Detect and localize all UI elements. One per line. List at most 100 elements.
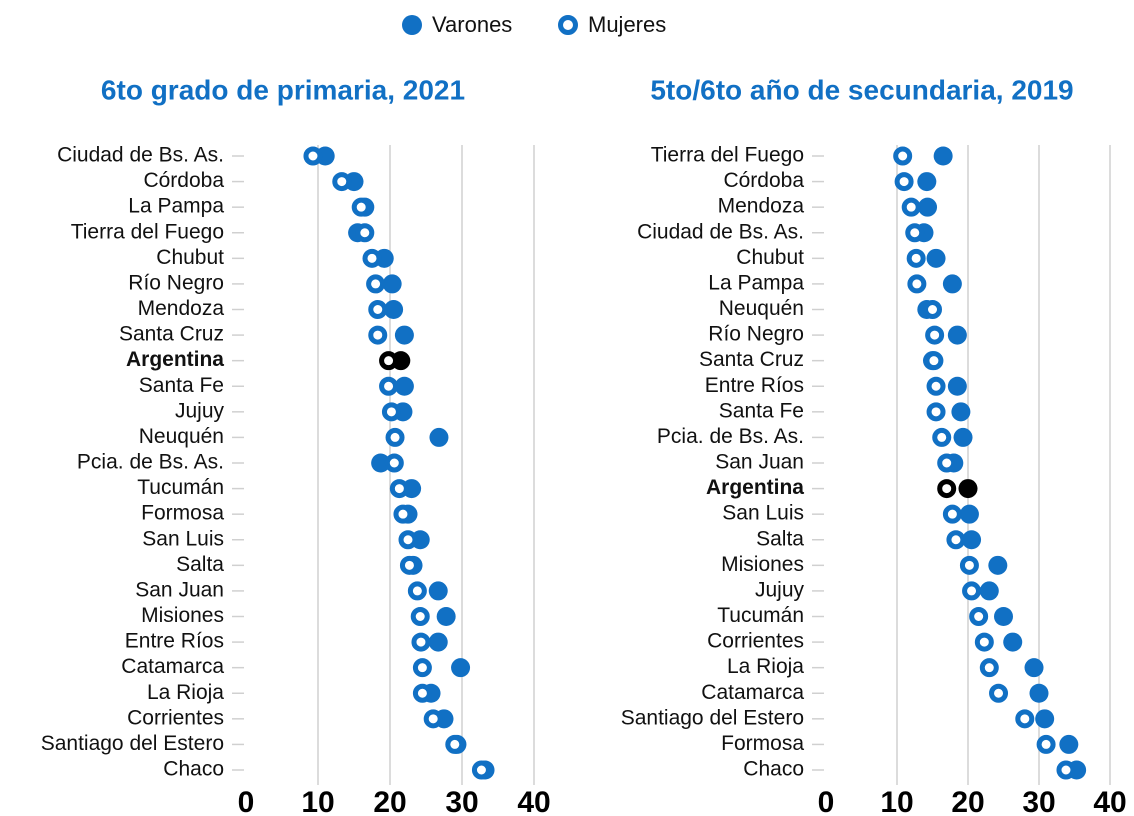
dot-mujeres	[398, 530, 418, 550]
dot-varones	[942, 274, 962, 294]
category-label: Catamarca	[121, 655, 224, 678]
category-label: Tucumán	[137, 476, 224, 499]
dot-mujeres	[411, 632, 431, 652]
category-label: Chubut	[156, 246, 224, 269]
dot-mujeres	[974, 632, 994, 652]
dot-varones	[382, 274, 402, 294]
dot-mujeres	[1056, 760, 1076, 780]
category-label: Santa Fe	[719, 399, 804, 422]
dot-varones	[958, 479, 978, 499]
category-label: Córdoba	[723, 169, 804, 192]
dot-varones	[384, 300, 404, 319]
category-label: Corrientes	[127, 706, 224, 729]
category-label: San Luis	[142, 527, 224, 550]
x-tick-label: 0	[818, 786, 835, 816]
dot-mujeres	[989, 683, 1009, 703]
chart-title: 6to grado de primaria, 2021	[101, 74, 465, 105]
dot-mujeres	[926, 376, 946, 396]
category-label: La Rioja	[147, 681, 224, 704]
category-label: Corrientes	[707, 630, 804, 653]
category-label: San Juan	[135, 578, 224, 601]
category-label: Formosa	[141, 502, 224, 525]
dot-mujeres	[445, 734, 465, 754]
dot-mujeres	[905, 223, 925, 243]
category-label: Argentina	[126, 348, 224, 371]
category-label: Entre Ríos	[705, 374, 804, 397]
dot-mujeres	[979, 658, 999, 678]
dot-varones	[371, 453, 391, 473]
dot-mujeres	[385, 427, 405, 447]
dot-varones	[959, 504, 979, 524]
dot-varones	[918, 197, 938, 217]
dot-varones	[394, 325, 414, 345]
category-label: Santa Cruz	[119, 323, 224, 346]
legend-marker	[558, 15, 578, 35]
dot-mujeres	[303, 146, 323, 166]
category-label: Misiones	[141, 604, 224, 627]
dot-mujeres	[937, 453, 957, 473]
category-label: Chaco	[743, 758, 804, 781]
category-label: Ciudad de Bs. As.	[57, 144, 224, 167]
dot-mujeres	[393, 504, 413, 524]
dot-mujeres	[1015, 709, 1035, 729]
x-tick-label: 30	[1022, 786, 1055, 816]
dot-mujeres	[379, 376, 399, 396]
dot-mujeres	[923, 300, 942, 319]
dot-varones	[926, 248, 946, 268]
dot-mujeres	[907, 274, 927, 294]
dot-mujeres	[381, 402, 401, 422]
legend-label: Mujeres	[588, 12, 666, 37]
dot-mujeres	[389, 479, 409, 499]
dot-mujeres	[959, 555, 979, 575]
category-label: Chubut	[736, 246, 804, 269]
category-label: San Juan	[715, 451, 804, 474]
x-tick-label: 20	[373, 786, 406, 816]
dot-mujeres	[366, 274, 386, 294]
chart-title: 5to/6to año de secundaria, 2019	[650, 74, 1073, 105]
category-label: Santiago del Estero	[621, 706, 804, 729]
dot-mujeres	[925, 325, 945, 345]
dot-varones	[1035, 709, 1055, 729]
dot-varones	[953, 427, 973, 447]
category-label: Formosa	[721, 732, 804, 755]
dot-mujeres	[362, 248, 382, 268]
category-label: Catamarca	[701, 681, 804, 704]
category-label: Salta	[176, 553, 224, 576]
dot-mujeres	[924, 351, 944, 371]
category-label: Entre Ríos	[125, 630, 224, 653]
category-label: Río Negro	[708, 323, 804, 346]
dot-mujeres	[407, 581, 427, 601]
dot-varones	[917, 172, 937, 192]
dot-varones	[1059, 734, 1079, 754]
x-tick-label: 10	[880, 786, 913, 816]
category-label: Santa Cruz	[699, 348, 804, 371]
dot-varones	[428, 581, 448, 601]
dot-mujeres	[969, 607, 989, 626]
dot-varones	[947, 376, 967, 396]
dot-varones	[1003, 632, 1023, 652]
category-label: Ciudad de Bs. As.	[637, 220, 804, 243]
category-label: Santa Fe	[139, 374, 224, 397]
dot-mujeres	[332, 172, 352, 192]
dot-varones	[933, 146, 953, 166]
dot-varones	[436, 607, 456, 626]
category-label: Tierra del Fuego	[71, 220, 224, 243]
x-tick-label: 40	[517, 786, 550, 816]
dot-varones	[988, 555, 1008, 575]
dot-mujeres	[962, 581, 982, 601]
dot-mujeres	[906, 248, 926, 268]
dot-mujeres	[412, 658, 432, 678]
dot-varones	[394, 376, 414, 396]
category-label: Misiones	[721, 553, 804, 576]
dot-mujeres	[399, 555, 419, 575]
category-label: La Pampa	[128, 195, 224, 218]
category-label: Mendoza	[138, 297, 225, 320]
dot-varones	[428, 632, 448, 652]
dot-mujeres	[894, 172, 914, 192]
dot-mujeres	[901, 197, 921, 217]
category-label: Jujuy	[755, 578, 805, 601]
category-label: Tierra del Fuego	[651, 144, 804, 167]
dot-varones	[1024, 658, 1044, 678]
category-label: Neuquén	[139, 425, 224, 448]
